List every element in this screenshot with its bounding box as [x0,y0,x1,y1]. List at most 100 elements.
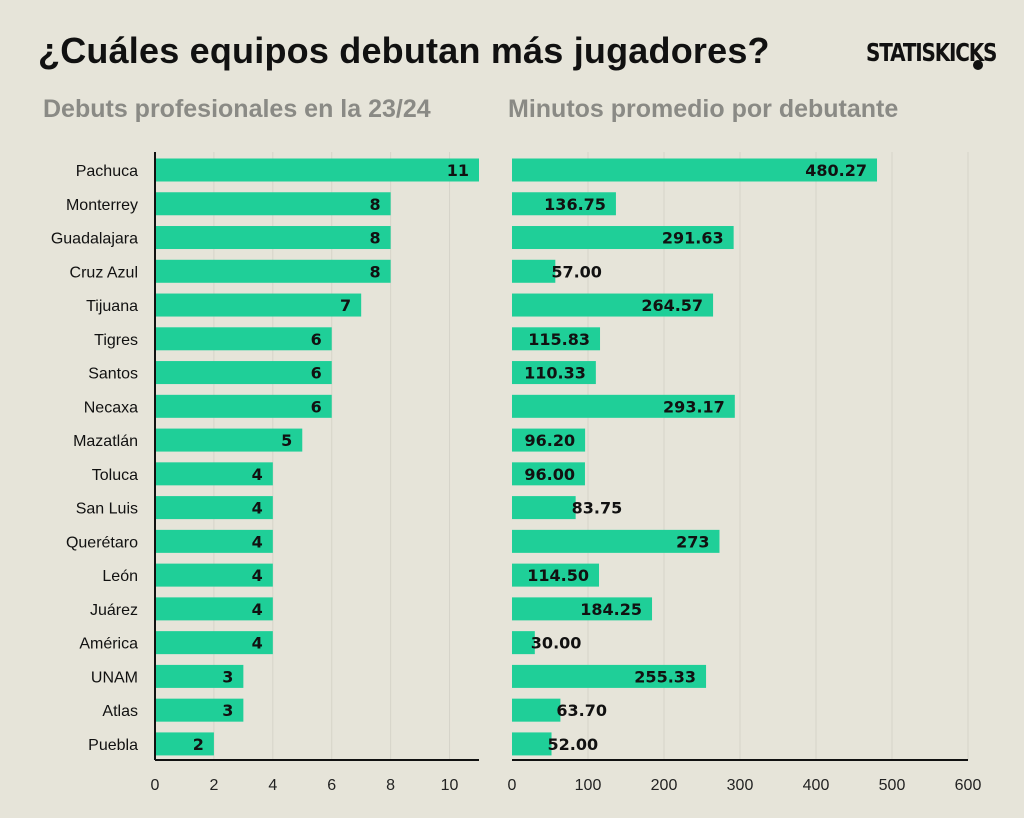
data-label: 4 [252,465,263,484]
bar [155,226,391,250]
bar [155,192,391,216]
data-label: 8 [369,229,380,248]
bar [155,698,244,722]
data-label: 4 [252,532,263,551]
bar [512,529,720,553]
data-label: 184.25 [580,600,642,619]
bar [512,293,714,317]
bar [155,597,273,621]
data-label: 63.70 [556,701,607,720]
bar [512,496,576,520]
x-tick-label: 0 [508,777,517,794]
bar [512,563,600,587]
data-label: 8 [369,262,380,281]
data-label: 114.50 [527,566,589,585]
x-tick-label: 4 [268,777,277,794]
y-tick-label: Guadalajara [51,231,138,248]
data-label: 4 [252,600,263,619]
bar [512,428,586,452]
x-tick-label: 400 [803,777,830,794]
bar [155,327,332,351]
page-title: ¿Cuáles equipos debutan más jugadores? [38,30,770,71]
data-label: 480.27 [805,161,867,180]
bar [155,394,332,418]
data-label: 7 [340,296,351,315]
data-label: 96.00 [524,465,575,484]
x-tick-label: 10 [441,777,459,794]
bar [512,226,734,250]
bar [155,496,273,520]
x-tick-label: 200 [651,777,678,794]
bar [155,428,303,452]
y-tick-label: Mazatlán [73,433,138,450]
y-tick-label: León [102,568,138,585]
y-tick-label: Santos [88,366,138,383]
right-chart-title: Minutos promedio por debutante [508,95,899,123]
bar [155,361,332,385]
data-label: 2 [193,735,204,754]
data-label: 57.00 [551,262,602,281]
y-tick-label: UNAM [91,669,138,686]
x-tick-label: 100 [575,777,602,794]
y-tick-label: Cruz Azul [70,264,138,281]
bar [155,259,391,283]
y-tick-label: Querétaro [66,534,138,551]
bar [155,529,273,553]
data-label: 6 [311,364,322,383]
data-label: 4 [252,499,263,518]
data-label: 96.20 [525,431,576,450]
bar [512,664,707,688]
ball-icon [973,60,983,70]
bar [512,462,585,486]
data-label: 3 [222,667,233,686]
data-label: 4 [252,634,263,653]
data-label: 83.75 [572,499,623,518]
x-tick-label: 600 [955,777,982,794]
data-label: 6 [311,330,322,349]
y-tick-label: Juárez [90,602,138,619]
bar [512,394,735,418]
bar [512,327,601,351]
y-tick-label: Tigres [94,332,138,349]
data-label: 3 [222,701,233,720]
x-tick-label: 2 [209,777,218,794]
bar [155,631,273,655]
bar [155,158,479,182]
y-tick-label: América [79,636,138,653]
x-tick-label: 6 [327,777,336,794]
bar [512,259,556,283]
data-label: 293.17 [663,397,725,416]
y-tick-label: Puebla [88,737,138,754]
data-label: 136.75 [544,195,606,214]
bar [512,361,596,385]
bar [155,563,273,587]
data-label: 291.63 [662,229,724,248]
y-tick-label: Atlas [102,703,138,720]
bar [155,732,214,756]
y-tick-label: San Luis [76,501,138,518]
x-tick-label: 500 [879,777,906,794]
y-tick-label: Necaxa [84,399,138,416]
bar [155,462,273,486]
y-tick-label: Monterrey [66,197,138,214]
bar [155,293,362,317]
x-tick-label: 300 [727,777,754,794]
data-label: 4 [252,566,263,585]
data-label: 6 [311,397,322,416]
data-label: 255.33 [634,667,696,686]
bar [512,732,552,756]
x-tick-label: 0 [151,777,160,794]
data-label: 30.00 [531,634,582,653]
bar [512,158,878,182]
data-label: 110.33 [524,364,586,383]
y-tick-label: Pachuca [76,163,138,180]
data-label: 273 [676,532,709,551]
y-tick-label: Tijuana [86,298,138,315]
bar [512,631,535,655]
left-chart-title: Debuts profesionales en la 23/24 [43,95,431,123]
bar [512,192,616,216]
y-tick-label: Toluca [92,467,138,484]
bar [512,698,561,722]
bar [155,664,244,688]
